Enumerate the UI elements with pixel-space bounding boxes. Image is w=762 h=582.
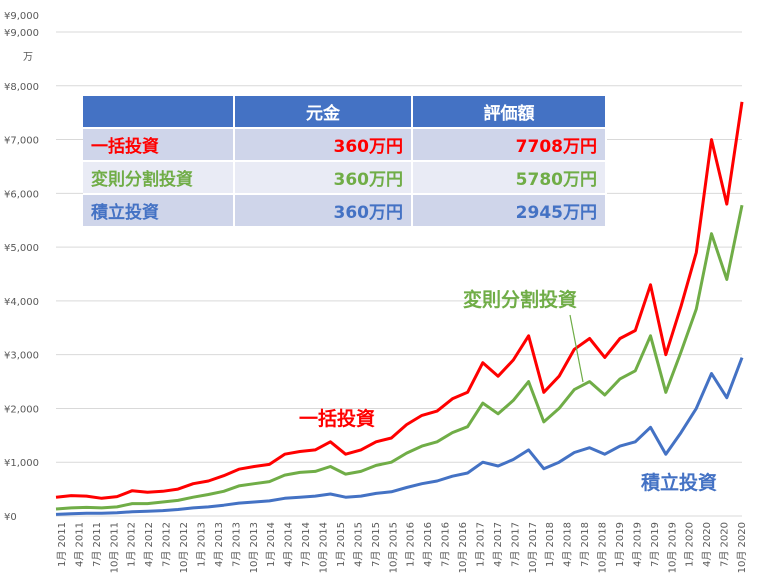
table-row: 一括投資 360万円 7708万円 [83, 127, 607, 161]
table-row: 積立投資 360万円 2945万円 [83, 193, 607, 226]
x-tick-label: 4月 2020 [701, 522, 713, 567]
x-tick-label: 4月 2014 [283, 522, 295, 567]
x-tick-label: 7月 2019 [649, 522, 661, 567]
strategy-name: 一括投資 [83, 127, 235, 161]
label-leader-line [569, 314, 584, 383]
y-tick-label: ¥3,000 [4, 351, 39, 362]
annotations: 一括投資 変則分割投資 積立投資 [299, 288, 717, 494]
x-tick-label: 7月 2020 [719, 522, 731, 567]
x-tick-label: 7月 2017 [509, 522, 521, 567]
y-tick-label: ¥9,000 [4, 28, 39, 39]
x-tick-label: 7月 2018 [579, 522, 591, 567]
lump-sum-label: 一括投資 [299, 407, 375, 430]
summary-table: 元金 評価額 一括投資 360万円 7708万円 変則分割投資 360万円 57… [83, 96, 607, 226]
x-tick-label: 1月 2018 [544, 522, 556, 567]
x-tick-label: 10月 2016 [457, 522, 469, 573]
x-tick-label: 1月 2013 [195, 522, 207, 567]
x-tick-label: 7月 2013 [230, 522, 242, 567]
x-tick-label: 1月 2020 [684, 522, 696, 567]
x-axis: 1月 2011 4月 2011 7月 2011 10月 2011 1月 2012 4月 2… [56, 522, 748, 573]
irregular-label: 変則分割投資 [463, 288, 577, 311]
y-tick-label: ¥7,000 [4, 136, 39, 147]
strategy-name: 積立投資 [83, 193, 235, 226]
table-header-row: 元金 評価額 [83, 96, 607, 128]
value-cell: 7708万円 [412, 127, 607, 161]
series-line [55, 357, 744, 516]
table-row: 変則分割投資 360万円 5780万円 [83, 160, 607, 194]
x-tick-label: 1月 2016 [405, 522, 417, 567]
x-tick-label: 4月 2018 [562, 522, 574, 567]
series-line [55, 204, 744, 511]
x-tick-label: 10月 2017 [527, 522, 539, 573]
y-tick-label: ¥4,000 [4, 297, 39, 308]
principal-cell: 360万円 [234, 160, 413, 194]
x-tick-label: 1月 2019 [614, 522, 626, 567]
strategy-name: 変則分割投資 [83, 160, 235, 194]
x-tick-label: 7月 2014 [300, 522, 312, 567]
principal-cell: 360万円 [234, 193, 413, 226]
x-tick-label: 4月 2011 [73, 522, 85, 567]
y-tick-label: ¥0 [4, 512, 17, 523]
x-tick-label: 10月 2012 [178, 522, 190, 573]
x-tick-label: 1月 2014 [265, 522, 277, 567]
series-line [55, 101, 744, 500]
y-axis: ¥9,000 万 ¥0 ¥1,000 ¥2,000 ¥3,000 ¥4,000 ¥5,00… [4, 11, 39, 523]
x-tick-label: 4月 2017 [492, 522, 504, 567]
table-header-cell: 元金 [234, 96, 413, 128]
y-tick-label: ¥9,000 [4, 11, 39, 22]
x-tick-label: 10月 2018 [597, 522, 609, 573]
y-axis-unit-label: 万 [23, 52, 33, 63]
x-tick-label: 10月 2019 [666, 522, 678, 573]
x-tick-label: 1月 2015 [335, 522, 347, 567]
dca-label: 積立投資 [641, 471, 717, 494]
principal-cell: 360万円 [234, 127, 413, 161]
x-tick-label: 7月 2011 [91, 522, 103, 567]
y-tick-label: ¥8,000 [4, 82, 39, 93]
x-tick-label: 10月 2011 [108, 522, 120, 573]
x-tick-label: 10月 2020 [736, 522, 748, 573]
x-tick-label: 7月 2015 [370, 522, 382, 567]
y-tick-label: ¥6,000 [4, 189, 39, 200]
table-header-cell: 評価額 [412, 96, 607, 128]
x-tick-label: 4月 2013 [213, 522, 225, 567]
x-tick-label: 4月 2016 [422, 522, 434, 567]
x-tick-label: 4月 2012 [143, 522, 155, 567]
y-tick-label: ¥5,000 [4, 243, 39, 254]
y-tick-label: ¥2,000 [4, 404, 39, 415]
x-tick-label: 4月 2015 [352, 522, 364, 567]
value-cell: 2945万円 [412, 193, 607, 226]
x-tick-label: 10月 2014 [318, 522, 330, 573]
x-tick-label: 10月 2013 [248, 522, 260, 573]
x-tick-label: 4月 2019 [631, 522, 643, 567]
x-tick-label: 7月 2016 [440, 522, 452, 567]
y-tick-label: ¥1,000 [4, 458, 39, 469]
series-lines [55, 101, 744, 516]
table-header-cell [83, 96, 235, 128]
value-cell: 5780万円 [412, 160, 607, 194]
x-tick-label: 7月 2012 [161, 522, 173, 567]
x-tick-label: 1月 2017 [474, 522, 486, 567]
x-tick-label: 1月 2012 [126, 522, 138, 567]
x-tick-label: 1月 2011 [56, 522, 68, 567]
x-tick-label: 10月 2015 [387, 522, 399, 573]
